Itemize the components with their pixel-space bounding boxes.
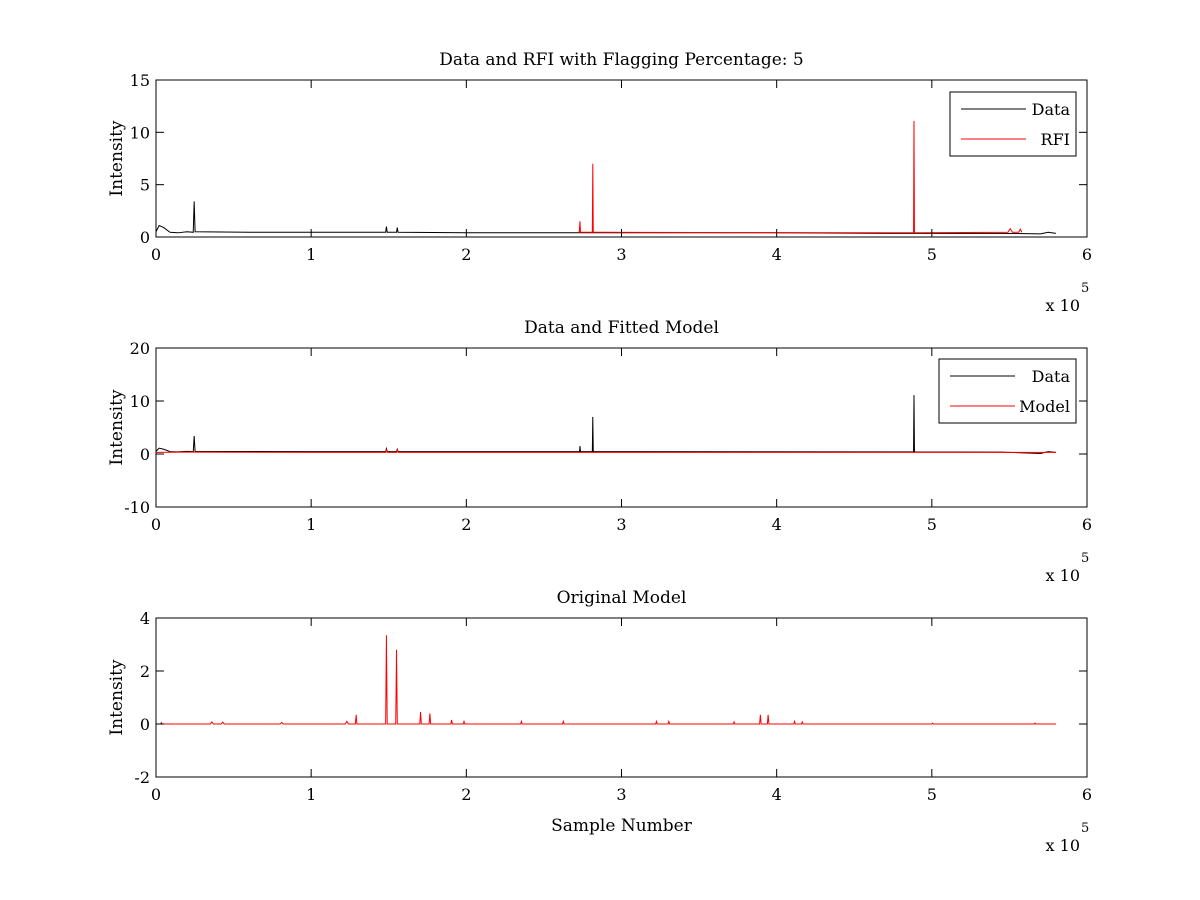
chart-3-x-multiplier-base: x 10: [1046, 836, 1080, 855]
chart-3-y-tick-label: 2: [140, 662, 150, 681]
chart-3-plot-area: [156, 635, 1056, 725]
chart-3-x-tick-label: 1: [306, 785, 316, 804]
chart-1-x-multiplier-base: x 10: [1046, 296, 1080, 315]
chart-3-title: Original Model: [557, 588, 687, 608]
chart-3-x-tick-label: 6: [1082, 785, 1092, 804]
chart-2-legend: Data Model: [938, 358, 1077, 424]
chart-3-x-multiplier-exponent: 5: [1081, 821, 1089, 836]
chart-1-plot-area: [156, 120, 1057, 235]
chart-1-legend-box: [949, 91, 1077, 157]
chart-3-x-axis-label: Sample Number: [551, 816, 693, 836]
chart-1-legend-label-data: Data: [1032, 100, 1071, 119]
chart-1-y-tick-label: 15: [130, 71, 150, 90]
chart-1-series-rfi-line: [578, 120, 1023, 234]
chart-3-y-tick-label: 4: [140, 609, 150, 628]
chart-1-x-tick-label: 6: [1082, 245, 1092, 264]
chart-2-x-multiplier-base: x 10: [1046, 566, 1080, 585]
chart-2-y-axis-label: Intensity: [107, 389, 127, 465]
chart-3-y-tick-label: -2: [134, 768, 150, 787]
chart-2-x-tick-label: 0: [151, 515, 161, 534]
chart-1-y-axis-label: Intensity: [107, 120, 127, 196]
chart-1-y-tick-label: 5: [140, 176, 150, 195]
chart-2-x-tick-label: 6: [1082, 515, 1092, 534]
chart-3-axes-frame: [155, 617, 1088, 778]
chart-1-series-data-line: [156, 201, 1057, 235]
chart-2-x-multiplier-exponent: 5: [1081, 551, 1089, 566]
chart-1-legend: Data RFI: [949, 91, 1077, 157]
chart-2-y-tick-label: -10: [124, 498, 150, 517]
chart-2-axes-frame: [155, 347, 1088, 508]
chart-3-x-tick-label: 2: [461, 785, 471, 804]
chart-3-x-tick-label: 3: [616, 785, 626, 804]
chart-3-y-axis-label: Intensity: [107, 659, 127, 735]
chart-1-legend-label-rfi: RFI: [1041, 130, 1070, 149]
chart-3-y-tick-label: 0: [140, 715, 150, 734]
chart-2-y-tick-label: 10: [130, 392, 150, 411]
chart-3-series-series-1-line: [156, 635, 1056, 725]
chart-1-x-tick-label: 3: [616, 245, 626, 264]
chart-2-legend-box: [938, 358, 1077, 424]
chart-2-x-tick-label: 5: [927, 515, 937, 534]
chart-3-x-tick-label: 0: [151, 785, 161, 804]
chart-1-x-tick-label: 2: [461, 245, 471, 264]
chart-1-x-multiplier-exponent: 5: [1081, 281, 1089, 296]
chart-1-panel: 0 1 2 3 4 5 6 0 5 10 15 Data and RFI with Flagging …: [107, 50, 1092, 315]
chart-1-x-tick-label: 5: [927, 245, 937, 264]
chart-2-x-tick-label: 3: [616, 515, 626, 534]
chart-2-plot-area: [156, 395, 1057, 454]
chart-1-axes-frame: [155, 79, 1088, 238]
chart-2-title: Data and Fitted Model: [524, 318, 719, 338]
chart-1-y-tick-label: 10: [130, 123, 150, 142]
chart-1-x-tick-label: 1: [306, 245, 316, 264]
chart-2-series-model-line: [156, 447, 1056, 453]
chart-1-x-tick-label: 0: [151, 245, 161, 264]
chart-2-y-tick-label: 20: [130, 339, 150, 358]
chart-3-x-tick-label: 4: [772, 785, 782, 804]
chart-1-x-tick-label: 4: [772, 245, 782, 264]
chart-2-legend-label-data: Data: [1032, 367, 1071, 386]
chart-3-x-tick-label: 5: [927, 785, 937, 804]
chart-2-x-tick-label: 4: [772, 515, 782, 534]
chart-2-x-tick-label: 1: [306, 515, 316, 534]
chart-1-y-tick-label: 0: [140, 228, 150, 247]
chart-2-x-tick-label: 2: [461, 515, 471, 534]
chart-1-title: Data and RFI with Flagging Percentage: 5: [439, 50, 803, 70]
chart-2-y-tick-label: 0: [140, 445, 150, 464]
chart-2-legend-label-model: Model: [1019, 397, 1070, 416]
